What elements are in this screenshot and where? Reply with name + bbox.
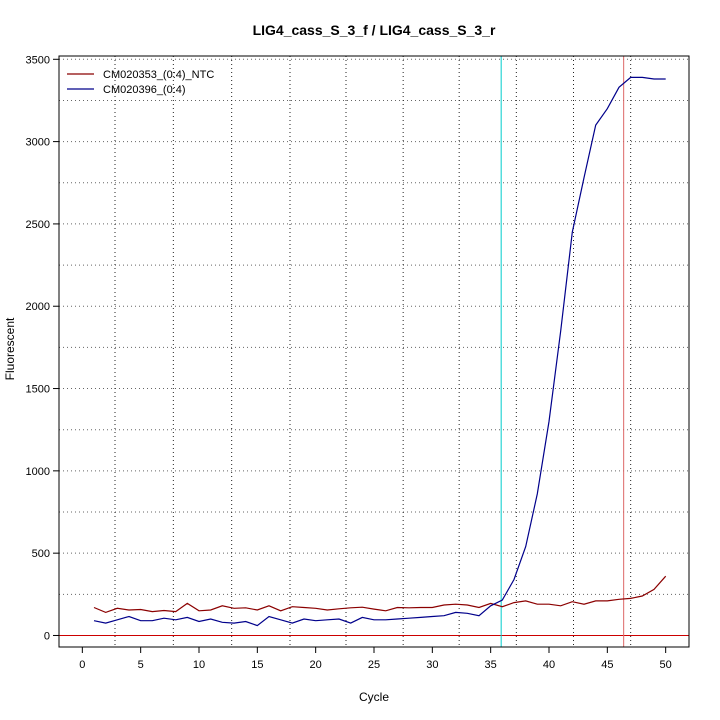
y-tick-label: 3000 — [26, 137, 50, 149]
horizontal-grid — [59, 58, 689, 636]
x-axis: 0 5 10 15 20 25 30 35 40 45 50 — [79, 647, 672, 671]
y-axis-label: Fluorescent — [3, 317, 17, 380]
y-tick-label: 1500 — [26, 384, 50, 396]
legend-label: CM020353_(0:4)_NTC — [103, 69, 214, 81]
y-tick-label: 500 — [32, 548, 50, 560]
x-axis-label: Cycle — [359, 690, 389, 704]
x-tick-label: 15 — [251, 659, 263, 671]
legend: CM020353_(0:4)_NTC CM020396_(0:4) — [67, 69, 214, 96]
vertical-grid — [114, 56, 632, 647]
y-tick-label: 0 — [44, 630, 50, 642]
y-tick-label: 1000 — [26, 466, 50, 478]
x-tick-label: 0 — [79, 659, 85, 671]
x-tick-label: 35 — [485, 659, 497, 671]
y-tick-label: 2500 — [26, 219, 50, 231]
series-line-1 — [93, 575, 667, 614]
chart-title: LIG4_cass_S_3_f / LIG4_cass_S_3_r — [253, 22, 496, 38]
x-tick-label: 45 — [601, 659, 613, 671]
x-tick-label: 30 — [426, 659, 438, 671]
series-lines — [93, 76, 667, 627]
x-tick-label: 25 — [368, 659, 380, 671]
y-tick-label: 3500 — [26, 54, 50, 66]
x-tick-label: 5 — [138, 659, 144, 671]
x-tick-label: 50 — [660, 659, 672, 671]
y-tick-label: 2000 — [26, 301, 50, 313]
marker-lines — [500, 56, 625, 647]
x-tick-label: 40 — [543, 659, 555, 671]
legend-label: CM020396_(0:4) — [103, 84, 186, 96]
x-tick-label: 10 — [193, 659, 205, 671]
y-axis: 0 500 1000 1500 2000 2500 3000 3500 — [26, 54, 59, 642]
series-line-2 — [93, 76, 666, 627]
x-tick-label: 20 — [310, 659, 322, 671]
